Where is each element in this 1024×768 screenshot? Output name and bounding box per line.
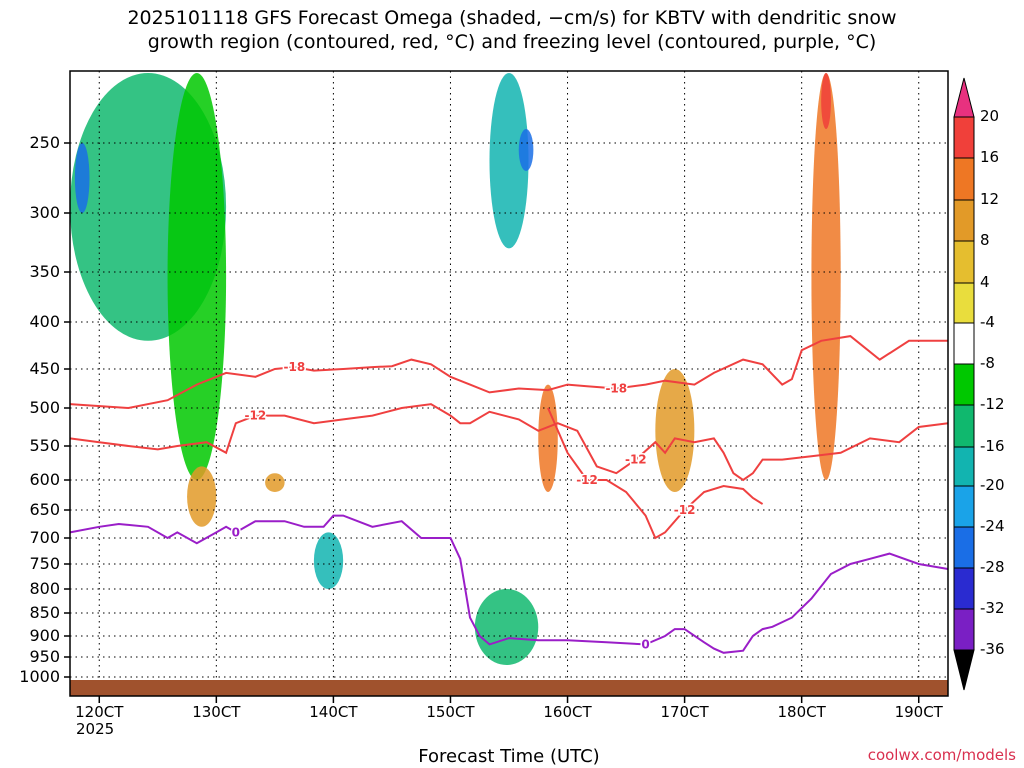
colorbar-band [953,199,975,242]
colorbar-top-cap [953,77,975,118]
colorbar-label: 12 [980,190,1000,208]
omega-cell [821,73,831,129]
omega-cell [518,129,534,171]
omega-cell [313,532,344,589]
y-tick-label: 800 [29,579,60,598]
colorbar-label: -28 [980,558,1005,576]
x-tick-label: 130CT [192,703,241,721]
colorbar-band [953,240,975,284]
contour-label: -12 [576,473,598,487]
y-tick-label: 250 [29,133,60,152]
omega-cell [474,589,539,665]
contour-line [69,514,949,654]
colorbar-band [953,282,975,324]
colorbar-label: 4 [980,273,990,291]
omega-cell [167,73,227,480]
omega-cell [655,369,695,492]
y-tick-label: 500 [29,398,60,417]
x-tick-label: 140CT [309,703,358,721]
x-tick-label: 180CT [777,703,826,721]
colorbar-band [953,526,975,569]
contour-label: -12 [674,503,696,517]
colorbar-band [953,567,975,610]
x-tick-label: 160CT [543,703,592,721]
x-tick-label: 170CT [660,703,709,721]
colorbar-band [953,446,975,487]
ground-strip [70,680,948,696]
contour-label: -12 [245,409,267,423]
y-tick-label: 550 [29,436,60,455]
axis-ticks [64,142,920,703]
y-tick-label: 300 [29,203,60,222]
y-tick-label: 750 [29,554,60,573]
omega-cell [265,473,285,492]
x-axis-title: Forecast Time (UTC) [418,746,600,767]
contour-label: -18 [284,360,306,374]
omega-cell [74,143,90,213]
contour-line [69,335,948,410]
colorbar-band [953,157,975,201]
contour-lines: -18 -18 -12 -12 -12 -12 0 0 [69,335,949,654]
omega-cell [538,384,558,492]
contour-label: 0 [232,525,240,539]
plot-frame [69,70,949,697]
y-tick-label: 1000 [19,667,60,686]
contour-label: -18 [605,382,627,396]
contour-line [547,407,764,540]
omega-cell [489,73,529,249]
y-tick-label: 950 [29,647,60,666]
colorbar-label: -16 [980,437,1005,455]
credit-label: coolwx.com/models [867,746,1016,764]
colorbar-label: -8 [980,354,995,372]
y-tick-label: 700 [29,528,60,547]
y-tick-label: 400 [29,312,60,331]
colorbar-label: -32 [980,599,1005,617]
colorbar-label: -4 [980,313,995,331]
omega-cell [187,466,217,527]
colorbar-band [953,322,975,365]
x-tick-label: 120CT [75,703,124,721]
colorbar-band [953,116,975,159]
colorbar-label: -36 [980,640,1005,658]
colorbar-bottom-cap [953,649,975,691]
contour-label: -12 [625,453,647,467]
contour-line [69,403,949,482]
y-tick-label: 450 [29,359,60,378]
contour-label: 0 [641,637,649,651]
y-tick-label: 600 [29,470,60,489]
y-tick-label: 650 [29,500,60,519]
y-tick-label: 850 [29,603,60,622]
colorbar [953,77,975,691]
omega-cell [811,73,841,480]
colorbar-label: -12 [980,395,1005,413]
colorbar-label: -20 [980,476,1005,494]
x-year-label: 2025 [76,720,115,738]
colorbar-band [953,404,975,448]
colorbar-label: -24 [980,517,1005,535]
y-tick-label: 900 [29,626,60,645]
chart-title: 2025101118 GFS Forecast Omega (shaded, −… [127,7,897,53]
colorbar-band [953,608,975,651]
x-tick-label: 150CT [426,703,475,721]
colorbar-label: 16 [980,148,1000,166]
colorbar-band [953,485,975,528]
colorbar-label: 20 [980,107,1000,125]
y-tick-label: 350 [29,262,60,281]
colorbar-band [953,363,975,406]
grid-lines [70,71,948,680]
x-tick-label: 190CT [894,703,943,721]
colorbar-label: 8 [980,231,990,249]
